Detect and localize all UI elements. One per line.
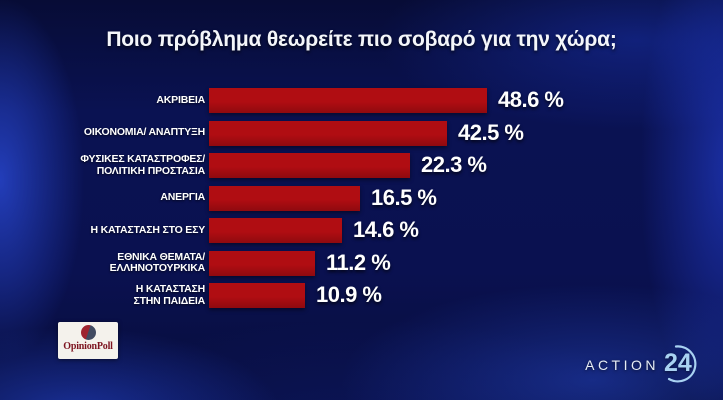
chart-row: Η ΚΑΤΑΣΤΑΣΗ ΣΤΟ ΕΣΥ 14.6 %: [0, 217, 723, 243]
category-label: ΟΙΚΟΝΟΜΙΑ/ ΑΝΑΠΤΥΞΗ: [83, 126, 205, 139]
action24-logo: ACTION 24: [585, 342, 707, 388]
value-label: 10.9 %: [316, 282, 382, 307]
category-label: ΦΥΣΙΚΕΣ ΚΑΤΑΣΤΡΟΦΕΣ/ΠΟΛΙΤΙΚΗ ΠΡΟΣΤΑΣΙΑ: [80, 153, 205, 177]
value-label: 22.3 %: [421, 152, 487, 177]
action24-number-text: 24: [664, 349, 692, 377]
bar: [209, 250, 315, 276]
category-label: ΕΘΝΙΚΑ ΘΕΜΑΤΑ/ΕΛΛΗΝΟΤΟΥΡΚΙΚΑ: [109, 250, 206, 274]
bar: [209, 185, 360, 211]
bar: [209, 283, 305, 308]
action24-logo-text: ACTION: [585, 357, 659, 373]
value-label: 14.6 %: [353, 217, 419, 242]
category-label: ΑΝΕΡΓΙΑ: [160, 191, 205, 204]
chart-row: ΑΝΕΡΓΙΑ 16.5 %: [0, 184, 723, 211]
chart-row: ΑΚΡΙΒΕΙΑ 48.6 %: [0, 87, 723, 113]
value-label: 16.5 %: [371, 184, 437, 210]
chart-row: Η ΚΑΤΑΣΤΑΣΗ ΣΤΗΝ ΠΑΙΔΕΙΑ 10.9 %: [0, 282, 723, 308]
bar: [209, 88, 487, 113]
category-label: Η ΚΑΤΑΣΤΑΣΗ ΣΤΗΝ ΠΑΙΔΕΙΑ: [133, 283, 205, 307]
bar: [209, 218, 342, 243]
category-label: ΑΚΡΙΒΕΙΑ: [156, 93, 205, 106]
chart-row: ΟΙΚΟΝΟΜΙΑ/ ΑΝΑΠΤΥΞΗ 42.5 %: [0, 119, 723, 146]
opinion-poll-circle-icon: [80, 325, 96, 340]
value-label: 11.2 %: [326, 249, 391, 275]
action24-logo-number: 24: [661, 342, 707, 388]
value-label: 48.6 %: [498, 87, 564, 112]
chart-title: Ποιο πρόβλημα θεωρείτε πιο σοβαρό για τη…: [106, 28, 617, 51]
value-label: 42.5 %: [458, 119, 524, 145]
bar: [209, 120, 447, 146]
opinion-poll-logo-text: OpinionPoll: [63, 341, 113, 352]
chart-row: ΕΘΝΙΚΑ ΘΕΜΑΤΑ/ΕΛΛΗΝΟΤΟΥΡΚΙΚΑ 11.2 %: [0, 249, 723, 276]
category-label: Η ΚΑΤΑΣΤΑΣΗ ΣΤΟ ΕΣΥ: [90, 223, 206, 236]
chart-row: ΦΥΣΙΚΕΣ ΚΑΤΑΣΤΡΟΦΕΣ/ΠΟΛΙΤΙΚΗ ΠΡΟΣΤΑΣΙΑ 2…: [0, 152, 723, 178]
action24-arc-icon: [667, 345, 697, 383]
opinion-poll-logo: OpinionPoll: [58, 322, 118, 359]
bar: [209, 153, 410, 178]
